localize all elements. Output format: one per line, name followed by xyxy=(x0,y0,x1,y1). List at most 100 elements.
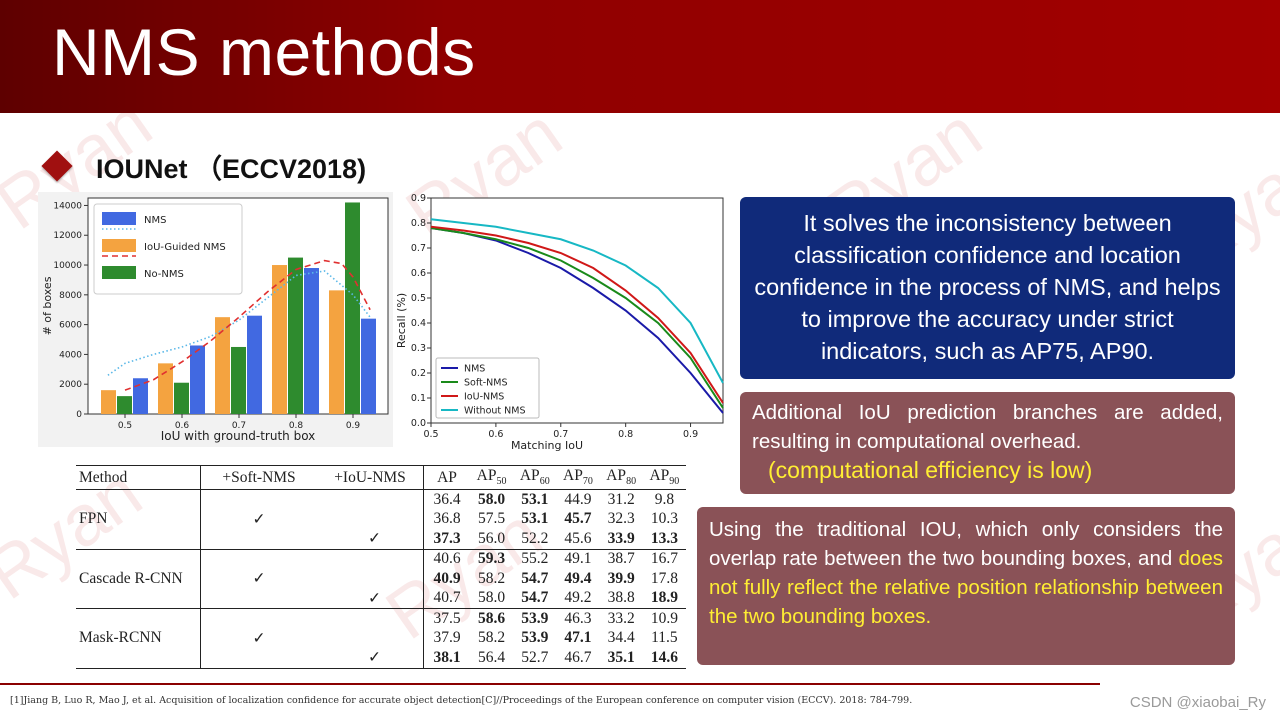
value-cell: 55.2 xyxy=(513,548,557,569)
value-cell: 16.7 xyxy=(642,548,686,569)
table-row: 37.5 58.6 53.9 46.3 33.2 10.9 xyxy=(76,608,686,629)
histogram-bar xyxy=(345,202,360,414)
legend-label: NMS xyxy=(464,364,485,375)
value-cell: 36.8 xyxy=(433,510,461,528)
chart-legend: NMS IoU-Guided NMS No-NMS xyxy=(93,203,243,295)
table-row: ✓ 38.1 56.4 52.7 46.7 35.1 14.6 xyxy=(76,648,686,669)
y-tick-label: 0.2 xyxy=(411,368,426,379)
y-tick-label: 0.9 xyxy=(411,193,426,204)
x-axis-label: Matching IoU xyxy=(511,439,583,452)
value-cell: 35.1 xyxy=(599,648,643,669)
title-banner: NMS methods xyxy=(0,0,1280,113)
method-cell xyxy=(76,588,201,609)
value-cell: 31.2 xyxy=(599,489,643,510)
iou-nms-check: ✓ xyxy=(317,648,424,669)
value-cell: 54.7 xyxy=(521,569,549,587)
table-row: 36.4 58.0 53.1 44.9 31.2 9.8 xyxy=(76,489,686,510)
table-row: FPN ✓ 36.8 57.5 53.1 45.7 32.3 10.3 xyxy=(76,509,686,529)
value-cell: 58.6 xyxy=(470,608,514,629)
chart-legend: NMS Soft-NMS IoU-NMS Without NMS xyxy=(435,357,540,419)
value-cell: 40.6 xyxy=(423,548,470,569)
density-curve xyxy=(124,259,371,391)
section-subtitle: IOUNet （ECCV2018) xyxy=(96,153,367,184)
y-tick-label: 14000 xyxy=(53,201,82,211)
table-row: 40.6 59.3 55.2 49.1 38.7 16.7 xyxy=(76,548,686,569)
value-cell: 53.1 xyxy=(513,489,557,510)
y-axis-label: # of boxes xyxy=(41,276,54,335)
legend-label: Soft-NMS xyxy=(464,378,508,389)
legend-swatch xyxy=(102,266,136,279)
legend-swatch xyxy=(102,212,136,225)
limitation-text: Using the traditional IOU, which only co… xyxy=(709,518,1223,570)
legend-label: NMS xyxy=(144,215,166,226)
value-cell: 52.2 xyxy=(521,529,549,547)
value-cell: 45.6 xyxy=(564,529,592,547)
benefit-text: It solves the inconsistency between clas… xyxy=(754,210,1221,364)
y-axis-label: Recall (%) xyxy=(395,293,408,348)
value-cell: 44.9 xyxy=(556,489,600,510)
limitation-box: Using the traditional IOU, which only co… xyxy=(697,507,1235,665)
histogram-bar xyxy=(304,268,319,414)
value-cell: 40.9 xyxy=(433,569,461,587)
table-row: ✓ 40.7 58.0 54.7 49.2 38.8 18.9 xyxy=(76,588,686,609)
iou-nms-check: ✓ xyxy=(317,588,424,609)
value-cell: 56.0 xyxy=(478,529,506,547)
results-table: Method +Soft-NMS +IoU-NMS AP AP50 AP60 A… xyxy=(76,465,686,669)
value-cell: 10.3 xyxy=(650,510,678,528)
y-tick-label: 0.0 xyxy=(411,418,426,429)
value-cell: 57.5 xyxy=(478,510,506,528)
iou-nms-check: ✓ xyxy=(317,529,424,549)
iou-nms-check xyxy=(317,608,424,629)
x-tick-label: 0.6 xyxy=(175,421,190,431)
histogram-bar xyxy=(272,265,287,414)
value-cell: 32.3 xyxy=(607,510,635,528)
value-cell: 56.4 xyxy=(470,648,514,669)
value-cell: 53.9 xyxy=(513,608,557,629)
method-cell xyxy=(76,648,201,669)
histogram-bar xyxy=(190,345,205,414)
x-tick-label: 0.7 xyxy=(553,429,568,440)
method-cell xyxy=(76,529,201,549)
value-cell: 58.0 xyxy=(478,589,506,607)
soft-nms-check xyxy=(200,548,317,569)
x-tick-label: 0.5 xyxy=(423,429,438,440)
value-cell: 54.7 xyxy=(521,589,549,607)
value-cell: 53.1 xyxy=(521,510,549,528)
soft-nms-check xyxy=(201,589,318,609)
y-tick-label: 0.4 xyxy=(411,318,426,329)
histogram-bar xyxy=(329,290,344,414)
y-tick-label: 0.8 xyxy=(411,218,426,229)
value-cell: 13.3 xyxy=(650,529,678,547)
value-cell: 59.3 xyxy=(470,548,514,569)
histogram-bar xyxy=(117,396,132,414)
header-iou-nms: +IoU-NMS xyxy=(317,465,424,490)
header-ap80: AP80 xyxy=(599,465,643,490)
y-tick-label: 0.5 xyxy=(411,293,426,304)
iou-nms-check xyxy=(317,569,424,589)
legend-label: No-NMS xyxy=(144,269,184,280)
value-cell: 34.4 xyxy=(607,629,635,647)
series-line xyxy=(430,225,724,404)
histogram-bar xyxy=(231,346,246,414)
header-soft-nms: +Soft-NMS xyxy=(200,465,317,490)
x-tick-label: 0.8 xyxy=(289,421,304,431)
value-cell: 17.8 xyxy=(650,569,678,587)
x-tick-label: 0.9 xyxy=(683,429,698,440)
value-cell: 36.4 xyxy=(423,489,470,510)
diamond-bullet-icon xyxy=(41,150,73,182)
value-cell: 37.9 xyxy=(433,629,461,647)
value-cell: 46.3 xyxy=(556,608,600,629)
reference-footnote: [1]Jiang B, Luo R, Mao J, et al. Acquisi… xyxy=(10,695,913,706)
value-cell: 52.7 xyxy=(513,648,557,669)
soft-nms-check xyxy=(200,648,317,669)
recall-line-chart: 0.0 0.1 0.2 0.3 0.4 0.5 0.6 0.7 0.8 0.9 0.5 0.6 0.7 0… xyxy=(395,193,724,452)
table-row: Cascade R-CNN ✓ 40.9 58.2 54.7 49.4 39.9 17.8 xyxy=(76,569,686,589)
x-axis-label: IoU with ground-truth box xyxy=(161,429,316,443)
value-cell: 58.0 xyxy=(470,489,514,510)
x-tick-label: 0.9 xyxy=(346,421,361,431)
y-tick-label: 0.6 xyxy=(411,268,426,279)
value-cell: 37.3 xyxy=(433,529,461,547)
header-ap60: AP60 xyxy=(513,465,557,490)
header-method: Method xyxy=(76,465,201,490)
value-cell: 58.2 xyxy=(478,569,506,587)
